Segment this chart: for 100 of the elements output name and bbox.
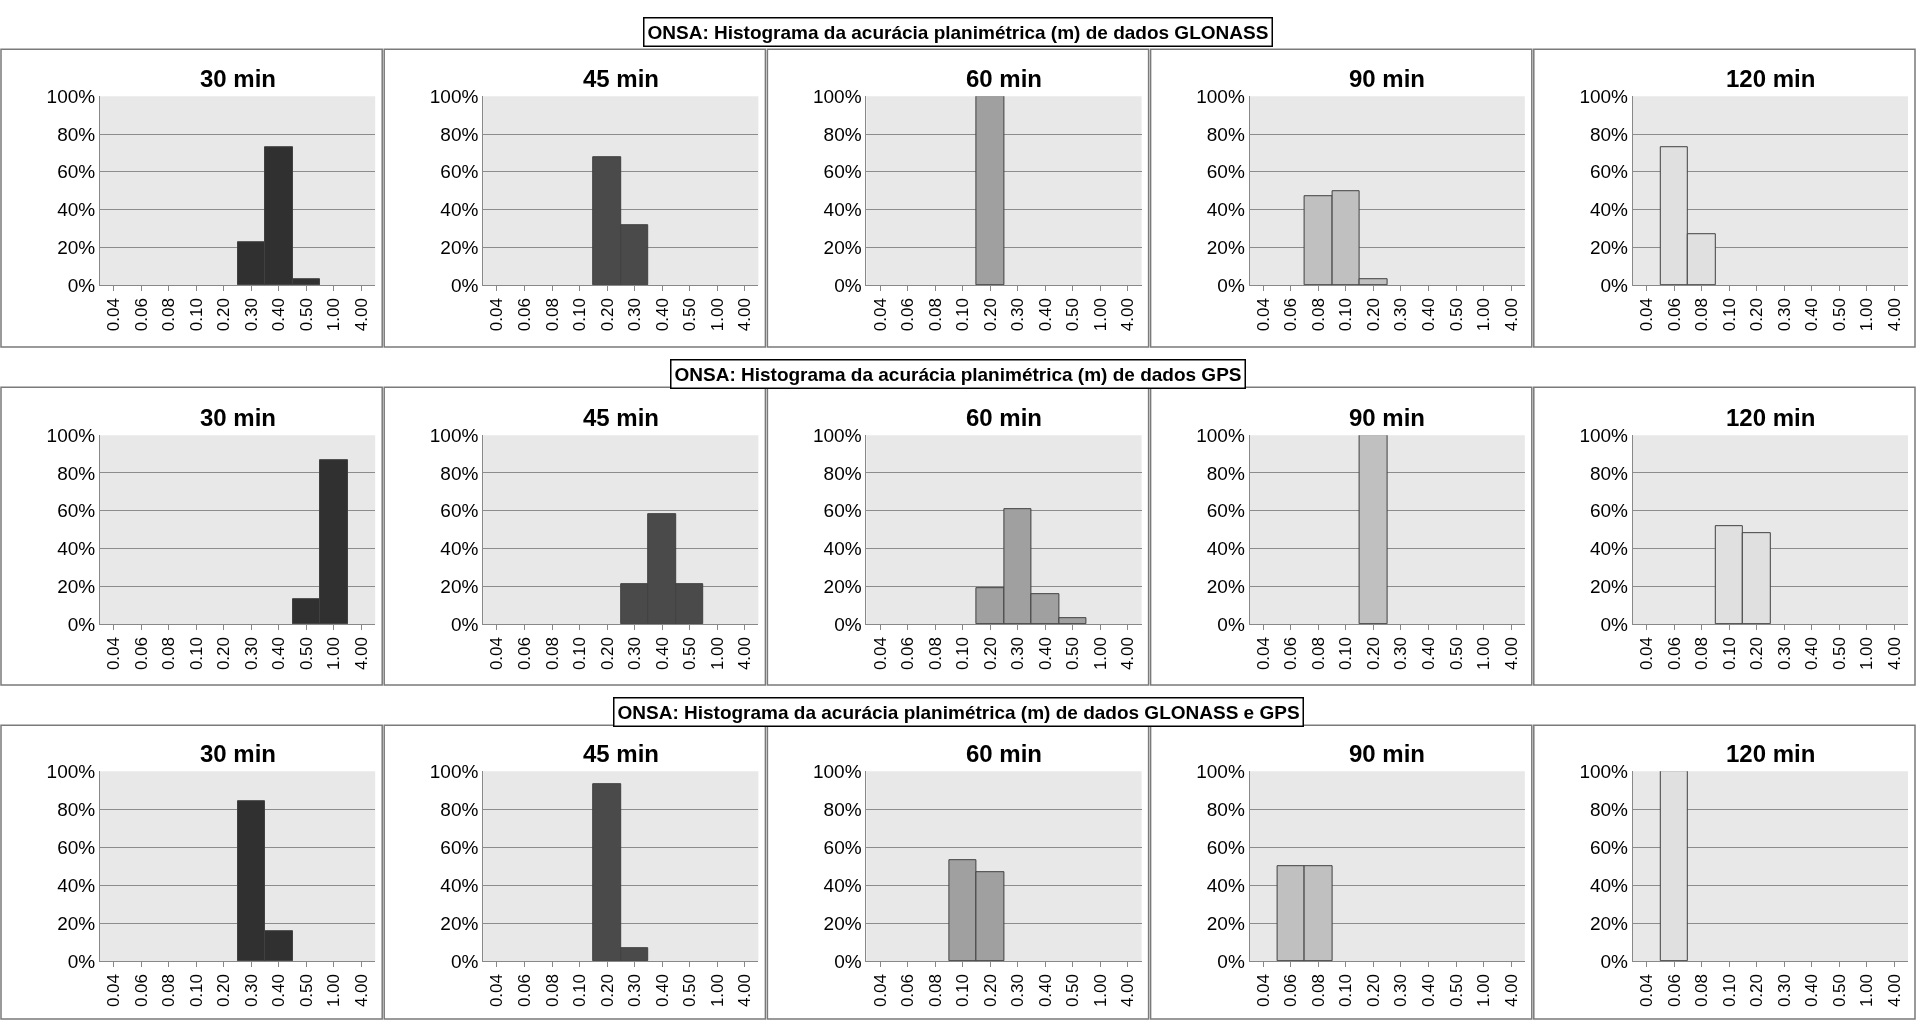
chart-title: 60 min [966,740,1043,767]
y-tick-label: 40% [1589,874,1629,896]
x-tick-label: 0.40 [1419,637,1439,671]
y-tick-label: 100% [1196,424,1245,446]
x-tick-label: 0.08 [159,637,179,671]
y-tick-label: 0% [67,950,96,972]
x-tick-label: 4.00 [735,637,755,671]
y-tick-label: 60% [1206,836,1245,858]
x-tick-label: 4.00 [1118,974,1138,1008]
x-tick-label: 4.00 [1884,974,1904,1008]
y-tick-label: 80% [823,123,862,145]
x-tick-label: 0.30 [1774,974,1794,1008]
x-tick-label: 0.06 [1664,637,1684,671]
y-tick-label: 40% [440,874,479,896]
text: ONSA: Histograma da acurácia planimétrica (m) de dados GLONASS e GPS [617,701,1300,723]
x-tick-label: 0.40 [1035,637,1055,671]
y-tick-label: 0% [450,274,479,296]
x-tick-label: 0.20 [1363,974,1383,1008]
y-tick-label: 20% [823,912,862,934]
y-tick-label: 100% [429,424,479,446]
x-tick-label: 0.04 [487,974,507,1008]
y-tick-label: 20% [823,576,862,598]
y-tick-label: 40% [823,199,862,221]
x-tick-label: 0.06 [898,974,918,1008]
x-tick-label: 1.00 [707,298,727,332]
y-tick-label: 40% [440,199,479,221]
y-tick-label: 60% [440,500,479,522]
x-tick-label: 0.06 [515,637,535,671]
x-tick-label: 0.10 [570,298,590,332]
x-tick-label: 0.40 [269,637,289,671]
x-tick-label: 0.08 [159,298,179,332]
x-tick-label: 0.06 [1281,298,1301,332]
x-tick-label: 0.50 [1063,298,1083,332]
x-tick-label: 0.40 [1802,637,1822,671]
chart-title: 45 min [583,65,660,92]
x-tick-label: 0.20 [980,637,1000,671]
x-tick-label: 0.10 [1336,974,1356,1008]
x-tick-label: 0.30 [625,298,645,332]
x-tick-label: 0.30 [241,298,261,332]
y-tick-label: 100% [812,85,862,107]
y-tick-label: 20% [1589,912,1629,934]
y-tick-label: 60% [440,836,479,858]
x-tick-label: 0.06 [1281,637,1301,671]
x-tick-label: 0.08 [542,974,562,1008]
x-tick-label: 4.00 [735,298,755,332]
x-tick-label: 0.10 [186,298,206,332]
y-tick-label: 0% [834,950,862,972]
y-tick-label: 80% [57,462,96,484]
x-tick-label: 0.04 [104,637,124,671]
y-tick-label: 20% [57,237,96,259]
y-tick-label: 0% [834,274,862,296]
y-tick-label: 80% [57,123,96,145]
y-tick-label: 100% [812,424,862,446]
chart-title: 45 min [583,740,660,767]
x-tick-label: 0.20 [597,637,617,671]
x-tick-label: 1.00 [324,974,344,1008]
x-tick-label: 0.04 [487,637,507,671]
y-tick-label: 40% [1589,199,1629,221]
x-tick-label: 0.04 [1253,974,1273,1008]
x-tick-label: 0.08 [542,637,562,671]
x-tick-label: 0.04 [1253,637,1273,671]
x-tick-label: 0.20 [214,637,234,671]
y-tick-label: 80% [440,462,479,484]
x-tick-label: 0.20 [1747,637,1767,671]
x-tick-label: 0.40 [652,298,672,332]
y-tick-label: 20% [440,237,479,259]
x-tick-label: 4.00 [351,637,371,671]
y-tick-label: 100% [429,85,479,107]
x-tick-label: 0.06 [515,298,535,332]
x-tick-label: 0.20 [1363,637,1383,671]
y-tick-label: 60% [823,500,862,522]
x-tick-label: 0.04 [870,298,890,332]
x-tick-label: 4.00 [1884,637,1904,671]
y-tick-label: 80% [1589,123,1629,145]
y-tick-label: 100% [1579,760,1629,782]
y-tick-label: 80% [1206,123,1245,145]
y-tick-label: 80% [823,462,862,484]
y-tick-label: 80% [1589,798,1629,820]
x-tick-label: 0.40 [1419,974,1439,1008]
y-tick-label: 100% [46,760,96,782]
x-tick-label: 0.50 [296,298,316,332]
x-tick-label: 0.06 [898,637,918,671]
x-tick-label: 0.20 [1747,974,1767,1008]
y-tick-label: 80% [440,798,479,820]
y-tick-label: 20% [1206,576,1245,598]
x-tick-label: 4.00 [1884,298,1904,332]
y-tick-label: 0% [1217,274,1245,296]
x-tick-label: 0.40 [269,974,289,1008]
x-tick-label: 0.50 [1446,298,1466,332]
x-tick-label: 0.50 [1446,974,1466,1008]
x-tick-label: 0.10 [570,974,590,1008]
chart-title: 60 min [966,65,1043,92]
chart-title: 60 min [966,404,1043,431]
y-tick-label: 40% [57,874,96,896]
y-tick-label: 0% [1217,950,1245,972]
x-tick-label: 0.30 [1008,298,1028,332]
x-tick-label: 0.04 [1253,298,1273,332]
x-tick-label: 0.40 [269,298,289,332]
x-tick-label: 0.40 [652,974,672,1008]
x-tick-label: 4.00 [1118,298,1138,332]
